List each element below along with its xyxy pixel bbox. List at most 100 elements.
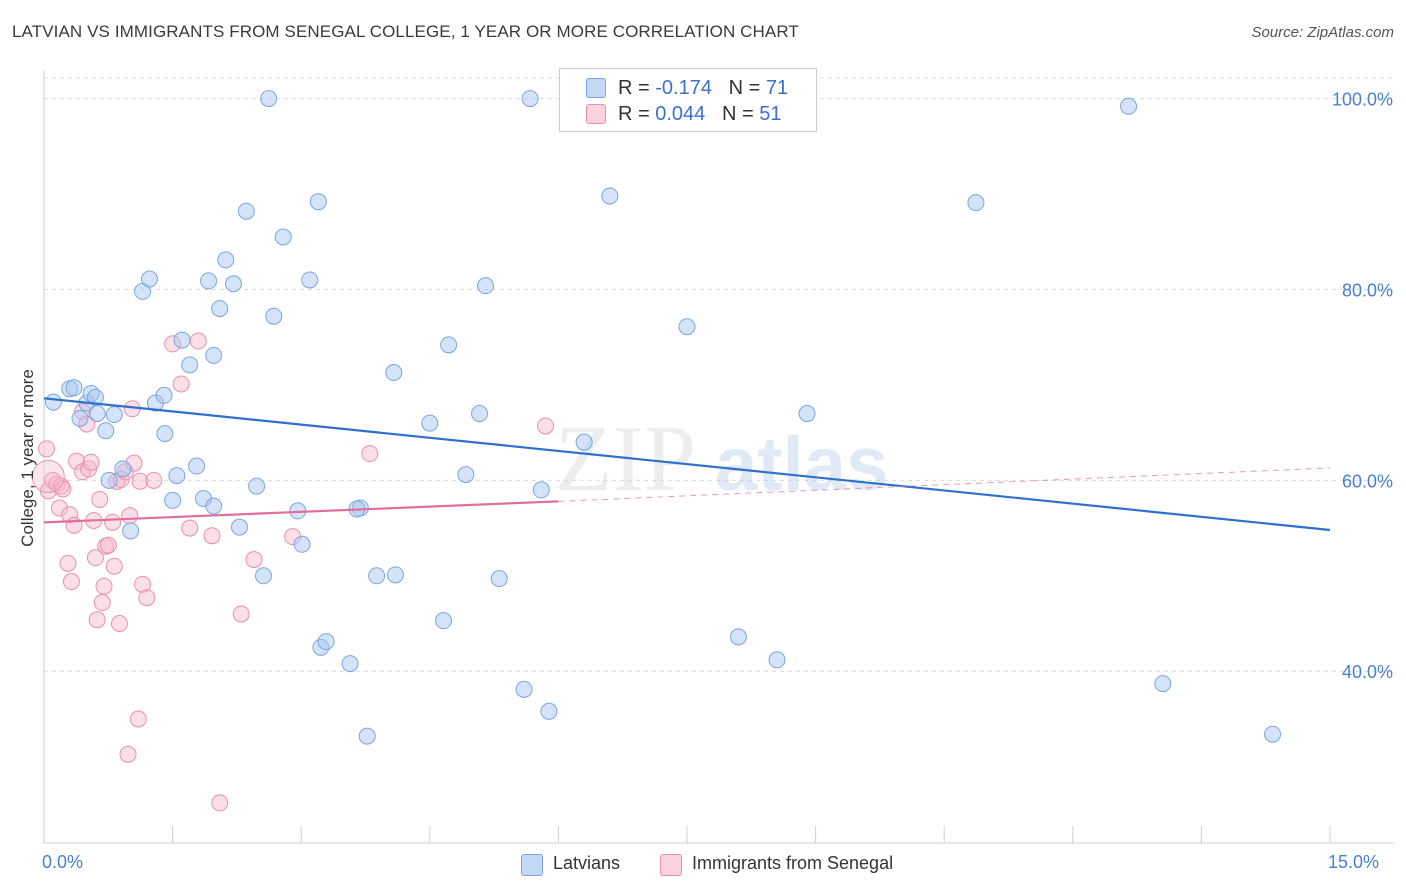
senegal-point — [211, 794, 229, 812]
latvian-point — [967, 194, 985, 212]
latvian-point — [575, 433, 593, 451]
gridlines — [44, 77, 1394, 672]
senegal-point — [80, 460, 98, 478]
senegal-point — [145, 471, 163, 489]
senegal-point — [189, 332, 207, 350]
latvian-point — [211, 300, 229, 318]
latvian-point — [100, 471, 118, 489]
senegal-point — [88, 611, 106, 629]
senegal-point — [203, 527, 221, 545]
latvian-point — [122, 522, 140, 540]
senegal-trend-extension — [558, 467, 1331, 502]
latvian-point — [217, 251, 235, 269]
latvian-point — [71, 409, 89, 427]
latvian-point — [205, 346, 223, 364]
senegal-point — [129, 710, 147, 728]
latvian-point — [317, 633, 335, 651]
latvian-point — [105, 406, 123, 424]
latvian-point — [205, 497, 223, 515]
senegal-point — [121, 507, 139, 525]
x-tick-label-max: 15.0% — [1328, 852, 1380, 872]
source-label: Source: ZipAtlas.com — [1251, 24, 1394, 41]
latvian-point — [440, 336, 458, 354]
x-tick-label-min: 0.0% — [42, 852, 84, 872]
latvian-point — [387, 566, 405, 584]
senegal-point — [82, 453, 100, 471]
senegal-point — [245, 551, 263, 569]
watermark-atlas: atlas — [715, 422, 888, 507]
latvian-point — [265, 307, 283, 325]
latvian-point — [1120, 97, 1138, 115]
senegal-point — [68, 452, 86, 470]
legend-swatch-latvians — [586, 78, 606, 98]
latvian-point — [224, 275, 242, 293]
senegal-points — [31, 332, 555, 812]
senegal-point — [110, 615, 128, 633]
legend-stats-latvians: R = -0.174 N = 71 — [618, 77, 789, 99]
senegal-point — [181, 519, 199, 537]
latvian-point — [260, 90, 278, 108]
bottom-legend-swatch-latvians — [521, 854, 543, 876]
stats-legend: R = -0.174 N = 71 R = 0.044 N = 51 — [559, 68, 817, 132]
y-tick-labels: 40.0% 60.0% 80.0% 100.0% — [1332, 90, 1393, 683]
latvian-point — [768, 651, 786, 669]
latvian-point — [385, 364, 403, 382]
latvian-point — [301, 271, 319, 289]
senegal-trend-line — [43, 500, 559, 524]
latvian-point — [368, 567, 386, 585]
latvian-point — [798, 405, 816, 423]
latvian-point — [164, 491, 182, 509]
latvian-point — [1264, 725, 1282, 743]
latvian-point — [457, 466, 475, 484]
latvian-point — [65, 379, 83, 397]
latvian-point — [1154, 675, 1172, 693]
latvian-point — [155, 386, 173, 404]
latvian-points — [44, 90, 1282, 745]
senegal-point — [99, 536, 117, 554]
senegal-point — [232, 605, 250, 623]
latvian-point — [477, 277, 495, 295]
chart-title: LATVIAN VS IMMIGRANTS FROM SENEGAL COLLE… — [12, 22, 799, 41]
latvian-point — [471, 405, 489, 423]
y-tick-label: 80.0% — [1342, 280, 1393, 300]
trend-lines — [43, 397, 1331, 532]
watermark-zip: ZIP — [555, 407, 696, 511]
senegal-point — [50, 499, 68, 517]
senegal-point — [93, 594, 111, 612]
latvian-point — [254, 567, 272, 585]
latvian-point — [729, 628, 747, 646]
latvian-point — [156, 425, 174, 443]
senegal-point — [38, 440, 56, 458]
senegal-point — [104, 513, 122, 531]
senegal-point — [65, 516, 83, 534]
latvian-point — [601, 187, 619, 205]
latvian-point — [490, 570, 508, 588]
latvian-point — [421, 414, 439, 432]
y-axis-label: College, 1 year or more — [18, 369, 37, 547]
latvian-point — [435, 612, 453, 630]
latvian-point — [540, 702, 558, 720]
senegal-point — [138, 589, 156, 607]
bottom-legend-swatch-senegal — [660, 854, 682, 876]
latvian-point — [88, 405, 106, 423]
latvian-point — [237, 202, 255, 220]
senegal-point — [91, 490, 109, 508]
legend-stats-senegal: R = 0.044 N = 51 — [618, 103, 782, 125]
latvians-trend-line — [43, 397, 1331, 532]
latvian-point — [293, 535, 311, 553]
senegal-point — [537, 417, 555, 435]
senegal-point — [59, 554, 77, 572]
senegal-point — [134, 575, 152, 593]
legend-swatch-senegal — [586, 104, 606, 124]
watermark: ZIP atlas — [555, 407, 888, 511]
senegal-point-large — [31, 460, 65, 494]
y-tick-label: 40.0% — [1342, 662, 1393, 682]
latvian-point — [678, 318, 696, 336]
axes — [43, 70, 1394, 844]
senegal-point — [361, 445, 379, 463]
latvian-point — [140, 270, 158, 288]
senegal-point — [61, 506, 79, 524]
latvian-point — [248, 477, 266, 495]
latvian-point — [188, 457, 206, 475]
